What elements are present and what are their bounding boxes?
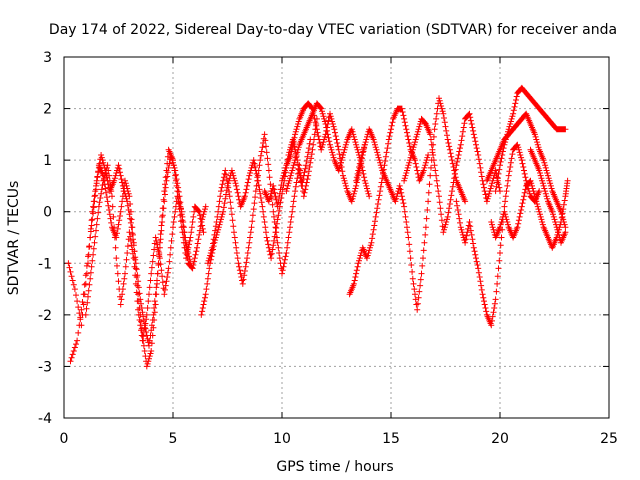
data-point-markers [492, 84, 569, 195]
series-sat-m [483, 110, 569, 231]
plot-frame [63, 56, 610, 419]
data-point-markers [488, 177, 571, 251]
x-axis-label: GPS time / hours [276, 459, 393, 475]
data-point-markers [453, 141, 543, 329]
series-sat-o [527, 146, 569, 246]
y-tick-label: 1 [43, 153, 52, 169]
x-tick-label: 0 [60, 431, 69, 447]
x-tick-label: 15 [382, 431, 400, 447]
data-point-markers [353, 95, 469, 313]
y-tick-label: 3 [43, 50, 52, 66]
data-point-markers [527, 146, 569, 246]
data-points [65, 84, 571, 370]
y-tick-label: 0 [43, 205, 52, 221]
series-sat-f [261, 100, 368, 210]
y-tick-label: -2 [38, 308, 52, 324]
x-tick-label: 5 [169, 431, 178, 447]
y-tick-label: -3 [38, 359, 52, 375]
data-point-markers [204, 115, 320, 287]
series-sat-c [82, 162, 194, 344]
data-point-markers [261, 100, 368, 210]
y-tick-label: 2 [43, 102, 52, 118]
y-tick-label: -1 [38, 256, 52, 272]
y-tick-label: -4 [38, 411, 52, 427]
x-tick-label: 25 [600, 431, 618, 447]
data-point-markers [67, 146, 207, 370]
series-sat-l [492, 84, 569, 195]
chart-title: Day 174 of 2022, Sidereal Day-to-day VTE… [49, 22, 617, 38]
data-point-markers [483, 110, 569, 231]
series-sat-j [401, 110, 503, 236]
data-point-markers [401, 110, 503, 236]
series-sat-e [204, 115, 320, 287]
series-sat-i [353, 95, 469, 313]
series-sat-n [488, 177, 571, 251]
series-sat-b [67, 146, 207, 370]
x-tick-label: 20 [491, 431, 509, 447]
series-sat-k [453, 141, 543, 329]
x-tick-label: 10 [273, 431, 291, 447]
data-point-markers [82, 162, 194, 344]
y-axis-label: SDTVAR / TECUs [6, 181, 22, 296]
